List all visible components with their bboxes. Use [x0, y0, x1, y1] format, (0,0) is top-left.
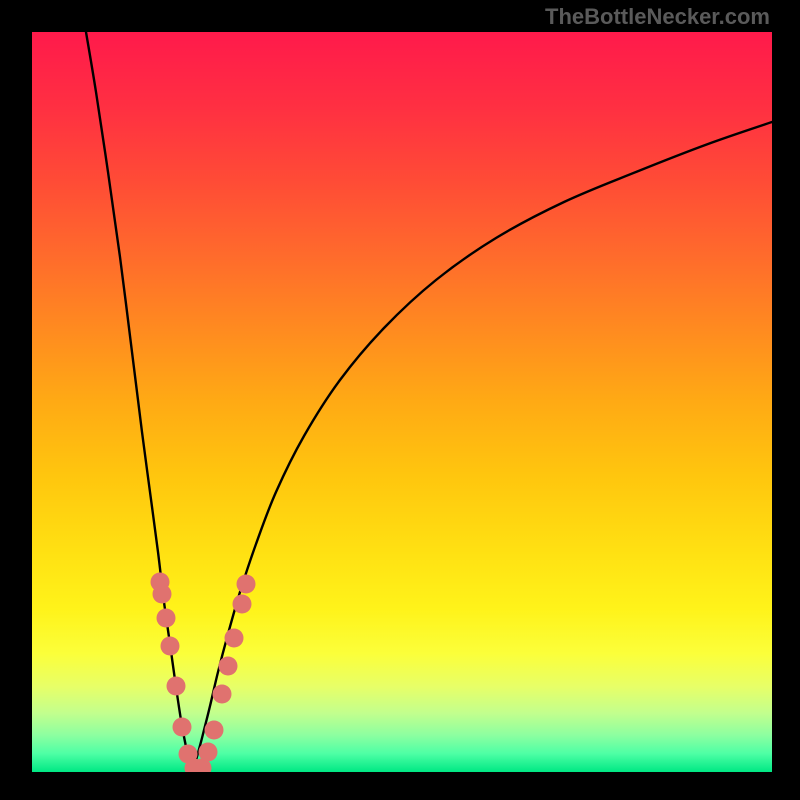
- chart-root: TheBottleNecker.com: [0, 0, 800, 800]
- plot-background: [32, 32, 772, 772]
- watermark-text: TheBottleNecker.com: [545, 4, 770, 30]
- data-marker: [213, 685, 232, 704]
- data-marker: [161, 637, 180, 656]
- data-marker: [173, 718, 192, 737]
- data-marker: [237, 575, 256, 594]
- plot-svg: [32, 32, 772, 772]
- data-marker: [225, 629, 244, 648]
- data-marker: [167, 677, 186, 696]
- data-marker: [153, 585, 172, 604]
- data-marker: [205, 721, 224, 740]
- data-marker: [233, 595, 252, 614]
- plot-area: [32, 32, 772, 772]
- data-marker: [157, 609, 176, 628]
- data-marker: [199, 743, 218, 762]
- data-marker: [219, 657, 238, 676]
